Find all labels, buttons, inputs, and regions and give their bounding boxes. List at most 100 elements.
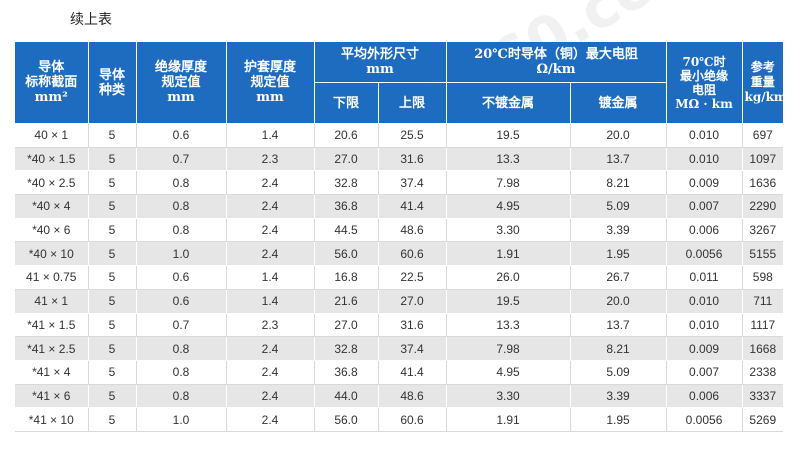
table-caption: 续上表 bbox=[70, 12, 112, 28]
cell-sheath: 2.4 bbox=[226, 407, 315, 432]
cell-type: 5 bbox=[88, 147, 137, 172]
cell-sheath: 2.4 bbox=[226, 336, 315, 361]
cell-res-plated: 26.7 bbox=[570, 265, 667, 290]
cell-type: 5 bbox=[88, 170, 137, 196]
cell-res-plain: 4.95 bbox=[446, 360, 571, 385]
cell-type: 5 bbox=[88, 218, 137, 243]
cell-upper: 37.4 bbox=[378, 170, 447, 196]
cell-res-plain: 3.30 bbox=[446, 218, 571, 243]
cell-sheath: 2.4 bbox=[226, 384, 315, 409]
header-section: 导体 标称截面 mm² bbox=[15, 42, 89, 124]
cell-weight: 1097 bbox=[742, 147, 784, 172]
cell-insul-res: 0.007 bbox=[666, 360, 743, 385]
table-row: *41 × 6 5 0.8 2.4 44.0 48.6 3.30 3.39 0.006 3337 bbox=[15, 384, 784, 409]
cell-upper: 48.6 bbox=[378, 384, 447, 409]
cell-insul-res: 0.010 bbox=[666, 123, 743, 148]
cell-lower: 56.0 bbox=[314, 407, 379, 432]
cell-lower: 16.8 bbox=[314, 265, 379, 290]
cell-insulation: 0.8 bbox=[136, 336, 227, 361]
cell-lower: 32.8 bbox=[314, 336, 379, 361]
header-outer-dim: 平均外形尺寸 mm bbox=[314, 42, 447, 83]
cell-lower: 44.5 bbox=[314, 218, 379, 243]
cell-res-plain: 4.95 bbox=[446, 194, 571, 219]
cell-weight: 5269 bbox=[742, 407, 784, 432]
cell-type: 5 bbox=[88, 360, 137, 385]
header-resistance: 20℃时导体（铜）最大电阻 Ω/km bbox=[446, 42, 667, 83]
cell-res-plated: 20.0 bbox=[570, 289, 667, 314]
cell-section: *40 × 1.5 bbox=[15, 147, 89, 172]
cell-res-plain: 19.5 bbox=[446, 123, 571, 148]
cell-type: 5 bbox=[88, 123, 137, 148]
cell-section: *41 × 4 bbox=[15, 360, 89, 385]
cell-weight: 697 bbox=[742, 123, 784, 148]
cell-insul-res: 0.007 bbox=[666, 194, 743, 219]
cell-res-plain: 3.30 bbox=[446, 384, 571, 409]
cell-sheath: 2.4 bbox=[226, 170, 315, 196]
table-row: *40 × 4 5 0.8 2.4 36.8 41.4 4.95 5.09 0.007 2290 bbox=[15, 194, 784, 219]
table-row: *40 × 10 5 1.0 2.4 56.0 60.6 1.91 1.95 0.0056 515… bbox=[15, 241, 784, 267]
cell-type: 5 bbox=[88, 194, 137, 219]
cell-weight: 3267 bbox=[742, 218, 784, 243]
cell-res-plain: 1.91 bbox=[446, 241, 571, 267]
cell-weight: 2338 bbox=[742, 360, 784, 385]
header-res-plated: 镀金属 bbox=[570, 82, 667, 124]
cell-upper: 27.0 bbox=[378, 289, 447, 314]
cell-section: *41 × 6 bbox=[15, 384, 89, 409]
cell-insul-res: 0.009 bbox=[666, 336, 743, 361]
table-row: *40 × 1.5 5 0.7 2.3 27.0 31.6 13.3 13.7 0.010 109… bbox=[15, 147, 784, 172]
cell-insulation: 1.0 bbox=[136, 407, 227, 432]
cell-sheath: 1.4 bbox=[226, 265, 315, 290]
cell-weight: 1117 bbox=[742, 313, 784, 338]
cell-insulation: 0.7 bbox=[136, 147, 227, 172]
cell-weight: 5155 bbox=[742, 241, 784, 267]
cell-insulation: 0.8 bbox=[136, 194, 227, 219]
cell-lower: 20.6 bbox=[314, 123, 379, 148]
cell-weight: 3337 bbox=[742, 384, 784, 409]
table-row: 40 × 1 5 0.6 1.4 20.6 25.5 19.5 20.0 0.010 697 bbox=[15, 123, 784, 148]
cell-type: 5 bbox=[88, 313, 137, 338]
cell-sheath: 1.4 bbox=[226, 289, 315, 314]
cell-res-plated: 20.0 bbox=[570, 123, 667, 148]
cell-res-plain: 26.0 bbox=[446, 265, 571, 290]
cell-insulation: 0.6 bbox=[136, 289, 227, 314]
cell-res-plated: 5.09 bbox=[570, 360, 667, 385]
cell-insul-res: 0.009 bbox=[666, 170, 743, 196]
table-row: *41 × 2.5 5 0.8 2.4 32.8 37.4 7.98 8.21 0.009 166… bbox=[15, 336, 784, 361]
cell-type: 5 bbox=[88, 241, 137, 267]
header-insulation: 绝缘厚度 规定值 mm bbox=[136, 42, 227, 124]
header-res-plain: 不镀金属 bbox=[446, 82, 571, 124]
cell-lower: 56.0 bbox=[314, 241, 379, 267]
cell-section: *40 × 2.5 bbox=[15, 170, 89, 196]
cell-res-plated: 8.21 bbox=[570, 170, 667, 196]
cell-upper: 60.6 bbox=[378, 241, 447, 267]
cell-upper: 25.5 bbox=[378, 123, 447, 148]
cell-section: *41 × 2.5 bbox=[15, 336, 89, 361]
cell-insulation: 0.8 bbox=[136, 170, 227, 196]
cell-insul-res: 0.010 bbox=[666, 289, 743, 314]
cell-res-plated: 1.95 bbox=[570, 241, 667, 267]
header-insul-res: 70℃时 最小绝缘 电阻 MΩ · km bbox=[666, 42, 743, 124]
cell-upper: 31.6 bbox=[378, 147, 447, 172]
table-row: *41 × 10 5 1.0 2.4 56.0 60.6 1.91 1.95 0.0056 526… bbox=[15, 407, 784, 432]
table-row: *41 × 1.5 5 0.7 2.3 27.0 31.6 13.3 13.7 0.010 111… bbox=[15, 313, 784, 338]
cell-type: 5 bbox=[88, 289, 137, 314]
cell-weight: 598 bbox=[742, 265, 784, 290]
cell-sheath: 2.4 bbox=[226, 360, 315, 385]
cell-res-plated: 5.09 bbox=[570, 194, 667, 219]
cell-weight: 1636 bbox=[742, 170, 784, 196]
cell-insulation: 0.8 bbox=[136, 360, 227, 385]
cell-upper: 41.4 bbox=[378, 194, 447, 219]
cell-upper: 37.4 bbox=[378, 336, 447, 361]
cell-section: *41 × 10 bbox=[15, 407, 89, 432]
cell-res-plated: 1.95 bbox=[570, 407, 667, 432]
cell-res-plain: 13.3 bbox=[446, 147, 571, 172]
cell-insul-res: 0.0056 bbox=[666, 407, 743, 432]
cell-upper: 22.5 bbox=[378, 265, 447, 290]
cell-section: *41 × 1.5 bbox=[15, 313, 89, 338]
cell-lower: 27.0 bbox=[314, 147, 379, 172]
cell-upper: 31.6 bbox=[378, 313, 447, 338]
cell-insulation: 0.7 bbox=[136, 313, 227, 338]
header-weight: 参考 重量 kg/km bbox=[742, 42, 787, 124]
cell-insul-res: 0.006 bbox=[666, 218, 743, 243]
cell-lower: 32.8 bbox=[314, 170, 379, 196]
